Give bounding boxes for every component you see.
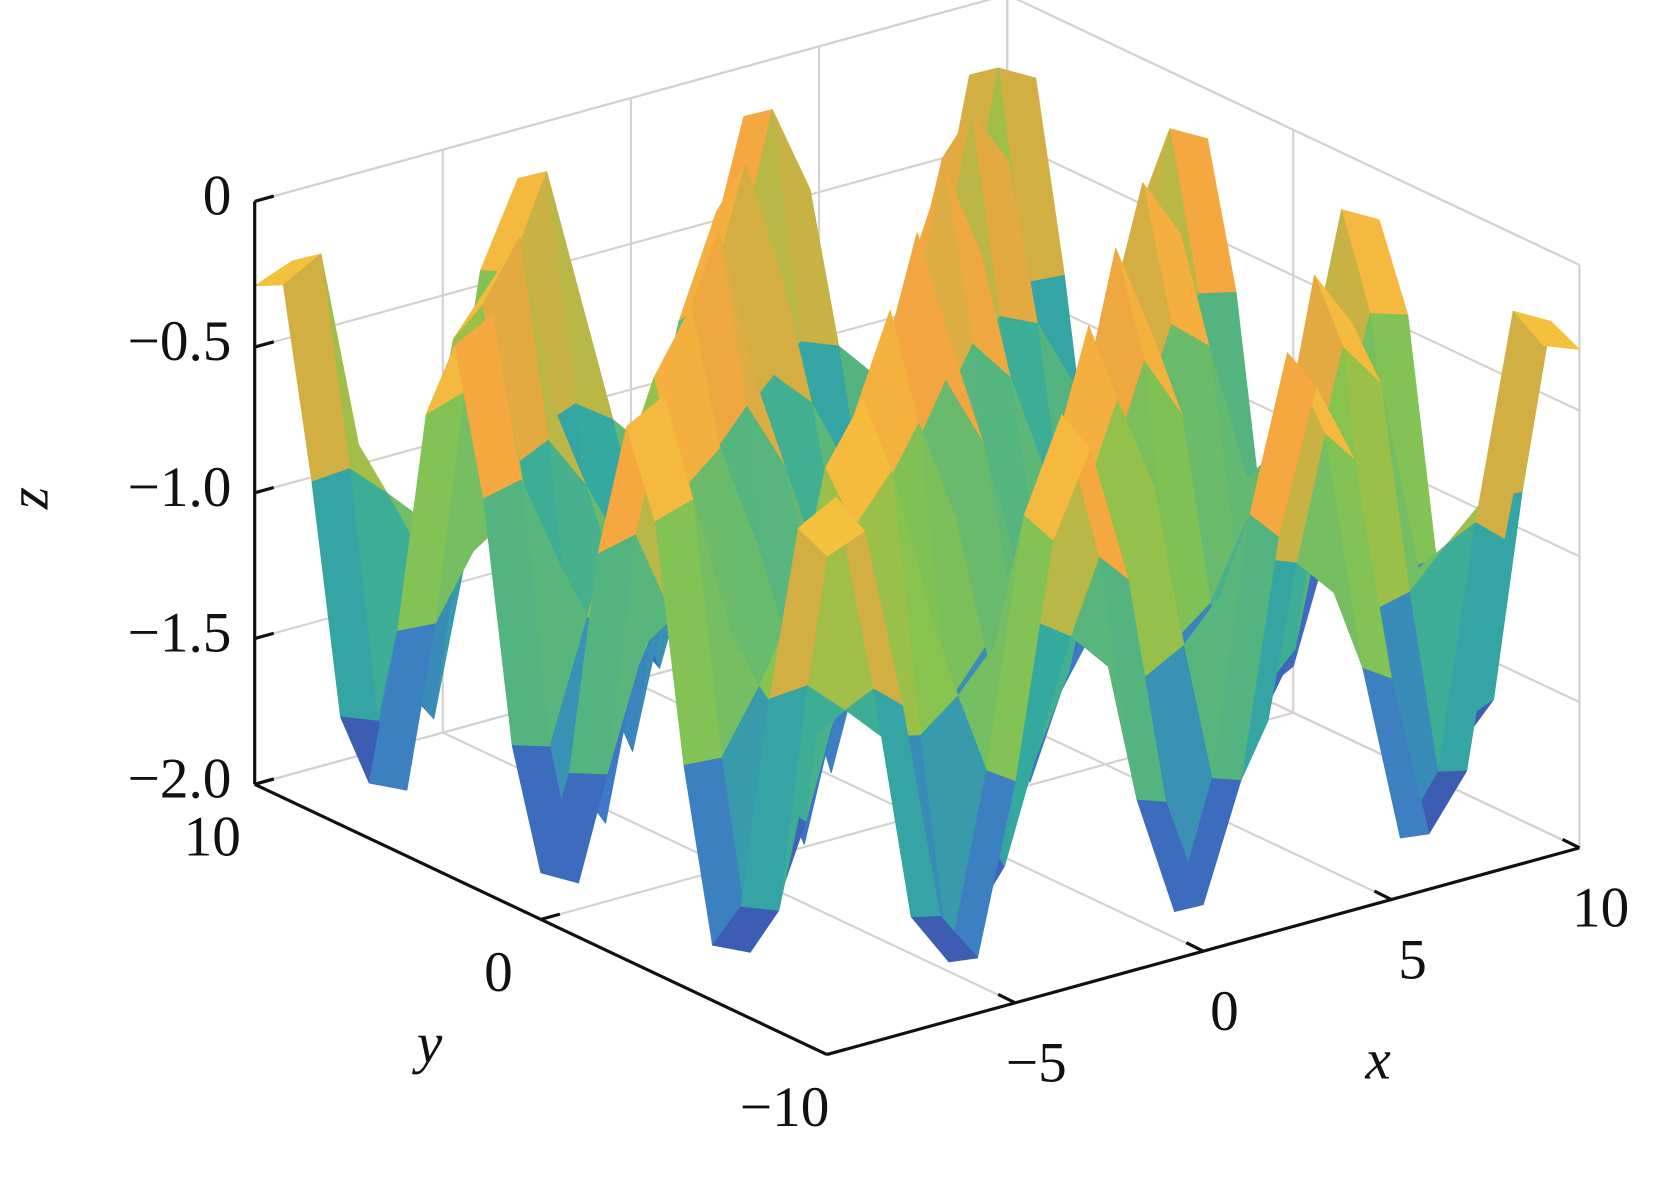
grid-line: [254, 139, 1008, 349]
tick-mark: [1185, 941, 1204, 953]
y-tick-label: 0: [484, 941, 513, 1004]
tick-mark: [826, 1047, 847, 1057]
grid-line: [254, 285, 1008, 494]
y-tick-label: −10: [740, 1076, 830, 1139]
x-axis-label: x: [1364, 1028, 1390, 1091]
tick-mark: [1373, 889, 1393, 901]
tick-mark: [254, 194, 275, 203]
z-axis-label: z: [0, 487, 60, 510]
grid-line: [1006, 139, 1580, 412]
x-tick-label: 5: [1398, 928, 1427, 991]
tick-mark: [254, 631, 275, 641]
tick-mark: [1561, 837, 1581, 850]
z-tick-label: −0.5: [128, 310, 232, 373]
tick-mark: [997, 992, 1016, 1005]
y-tick-label: 10: [184, 806, 241, 869]
grid-line: [1015, 0, 1580, 266]
y-axis-label: y: [412, 1012, 443, 1075]
tick-mark: [540, 912, 561, 921]
surface-patch: [797, 496, 866, 557]
x-tick-label: 10: [1572, 877, 1629, 940]
grid-line: [254, 0, 992, 203]
tick-mark: [254, 340, 275, 349]
tick-mark: [254, 485, 275, 495]
z-tick-label: 0: [203, 165, 232, 228]
x-tick-label: −5: [1006, 1032, 1067, 1095]
tick-mark: [254, 777, 275, 786]
z-tick-label: −2.0: [128, 747, 232, 810]
z-tick-label: −1.5: [128, 602, 232, 665]
x-tick-label: 0: [1210, 980, 1239, 1043]
z-tick-label: −1.0: [128, 456, 232, 519]
